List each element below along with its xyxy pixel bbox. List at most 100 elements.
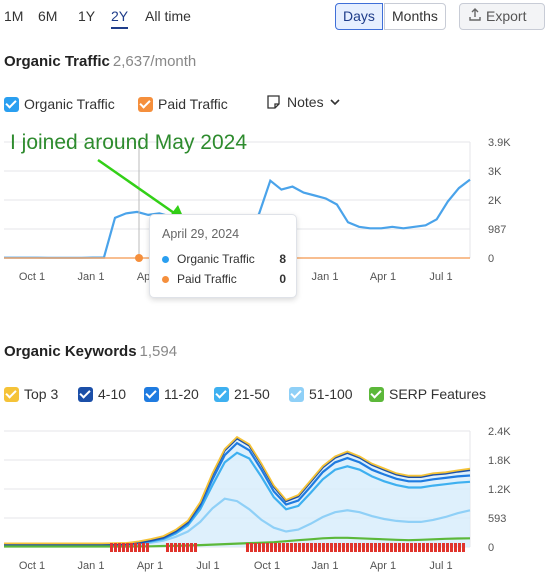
serp-marker <box>394 543 397 552</box>
serp-marker <box>130 543 133 552</box>
tooltip-date: April 29, 2024 <box>162 227 240 241</box>
tooltip-dot-organic <box>162 255 169 263</box>
serp-marker <box>262 543 265 552</box>
legend-label: Organic Traffic <box>24 96 115 112</box>
series-line-top-3 <box>4 435 471 545</box>
serp-marker <box>306 543 309 552</box>
serp-marker <box>430 543 433 552</box>
serp-marker <box>338 543 341 552</box>
notes-dropdown[interactable]: Notes <box>266 94 341 110</box>
serp-marker <box>370 543 373 552</box>
serp-marker <box>386 543 389 552</box>
serp-marker <box>282 543 285 552</box>
serp-marker <box>454 543 457 552</box>
serp-marker <box>170 543 173 552</box>
organic-traffic-title: Organic Traffic 2,637/month <box>4 53 196 70</box>
serp-marker <box>410 543 413 552</box>
range-6m[interactable]: 6M <box>38 8 58 24</box>
organic-keywords-chart[interactable]: 0 593 1.2K 1.8K 2.4K Oct 1 Jan 1 Apr 1 Jul 1 Oct … <box>0 420 550 586</box>
x-tick-label: Jan 1 <box>312 271 339 283</box>
serp-marker <box>194 543 197 552</box>
serp-marker <box>330 543 333 552</box>
serp-marker <box>266 543 269 552</box>
serp-marker <box>354 543 357 552</box>
serp-marker <box>322 543 325 552</box>
serp-marker <box>186 543 189 552</box>
serp-marker <box>294 543 297 552</box>
y-tick-label: 1.2K <box>488 484 511 496</box>
legend-51-100[interactable]: 51-100 <box>289 385 353 403</box>
months-toggle[interactable]: Months <box>384 3 446 30</box>
notes-label: Notes <box>287 94 324 110</box>
serp-marker <box>298 543 301 552</box>
serp-marker <box>270 543 273 552</box>
checkbox-icon <box>369 386 384 402</box>
export-button[interactable]: Export <box>459 3 545 30</box>
tooltip-label: Organic Traffic <box>177 252 255 266</box>
range-1m[interactable]: 1M <box>4 8 24 24</box>
serp-marker <box>114 543 117 552</box>
range-all-time[interactable]: All time <box>145 8 191 24</box>
x-tick-label: Oct 1 <box>19 271 45 283</box>
serp-marker <box>426 543 429 552</box>
y-tick-label: 2K <box>488 195 502 207</box>
legend-serp-features[interactable]: SERP Features <box>369 385 486 403</box>
legend-paid-traffic[interactable]: Paid Traffic <box>138 95 228 113</box>
hover-point-paid <box>135 254 143 262</box>
serp-marker <box>434 543 437 552</box>
serp-marker <box>290 543 293 552</box>
x-tick-label: Oct 1 <box>19 560 45 572</box>
series-line-serp-features <box>4 536 471 548</box>
serp-marker <box>174 543 177 552</box>
serp-marker <box>374 543 377 552</box>
serp-marker <box>358 543 361 552</box>
x-tick-label: Apr 1 <box>137 560 163 572</box>
legend-organic-traffic[interactable]: Organic Traffic <box>4 95 115 113</box>
legend-label: 4-10 <box>98 386 127 402</box>
checkbox-icon <box>289 386 304 402</box>
serp-marker <box>462 543 465 552</box>
tooltip-row-organic: Organic Traffic 8 <box>162 252 286 266</box>
x-tick-label: Jan 1 <box>312 560 339 572</box>
serp-marker <box>398 543 401 552</box>
serp-marker <box>254 543 257 552</box>
serp-marker <box>366 543 369 552</box>
serp-marker <box>274 543 277 552</box>
serp-marker <box>362 543 365 552</box>
serp-marker <box>166 543 169 552</box>
serp-marker <box>382 543 385 552</box>
serp-marker <box>178 543 181 552</box>
range-2y[interactable]: 2Y <box>111 7 129 29</box>
tooltip-dot-paid <box>162 275 169 283</box>
annotation-text: I joined around May 2024 <box>10 131 247 154</box>
legend-label: 51-100 <box>309 386 353 402</box>
serp-marker <box>446 543 449 552</box>
x-tick-label: Apr 1 <box>370 560 396 572</box>
legend-4-10[interactable]: 4-10 <box>78 385 126 403</box>
checkbox-icon <box>144 386 159 402</box>
area-fill <box>4 438 470 547</box>
days-toggle[interactable]: Days <box>335 3 383 30</box>
series-line-4-10 <box>4 436 471 546</box>
y-tick-label: 3K <box>488 166 502 178</box>
y-tick-label: 1.8K <box>488 455 511 467</box>
serp-marker <box>278 543 281 552</box>
x-tick-label: Apr 1 <box>370 271 396 283</box>
tooltip-value: 0 <box>279 272 286 286</box>
x-tick-label: Jul 1 <box>196 560 219 572</box>
range-1y[interactable]: 1Y <box>78 8 96 24</box>
serp-marker <box>450 543 453 552</box>
x-tick-label: Jul 1 <box>429 271 452 283</box>
chart-tooltip: April 29, 2024 Organic Traffic 8 Paid Tr… <box>149 214 297 298</box>
checkbox-icon <box>214 386 229 402</box>
legend-11-20[interactable]: 11-20 <box>144 385 199 403</box>
legend-21-50[interactable]: 21-50 <box>214 385 270 403</box>
tooltip-label: Paid Traffic <box>177 272 237 286</box>
y-tick-label: 3.9K <box>488 137 511 149</box>
legend-label: Top 3 <box>24 386 59 402</box>
y-tick-label: 2.4K <box>488 426 511 438</box>
serp-marker <box>390 543 393 552</box>
legend-top-3[interactable]: Top 3 <box>4 385 58 403</box>
x-tick-label: Jan 1 <box>78 271 105 283</box>
